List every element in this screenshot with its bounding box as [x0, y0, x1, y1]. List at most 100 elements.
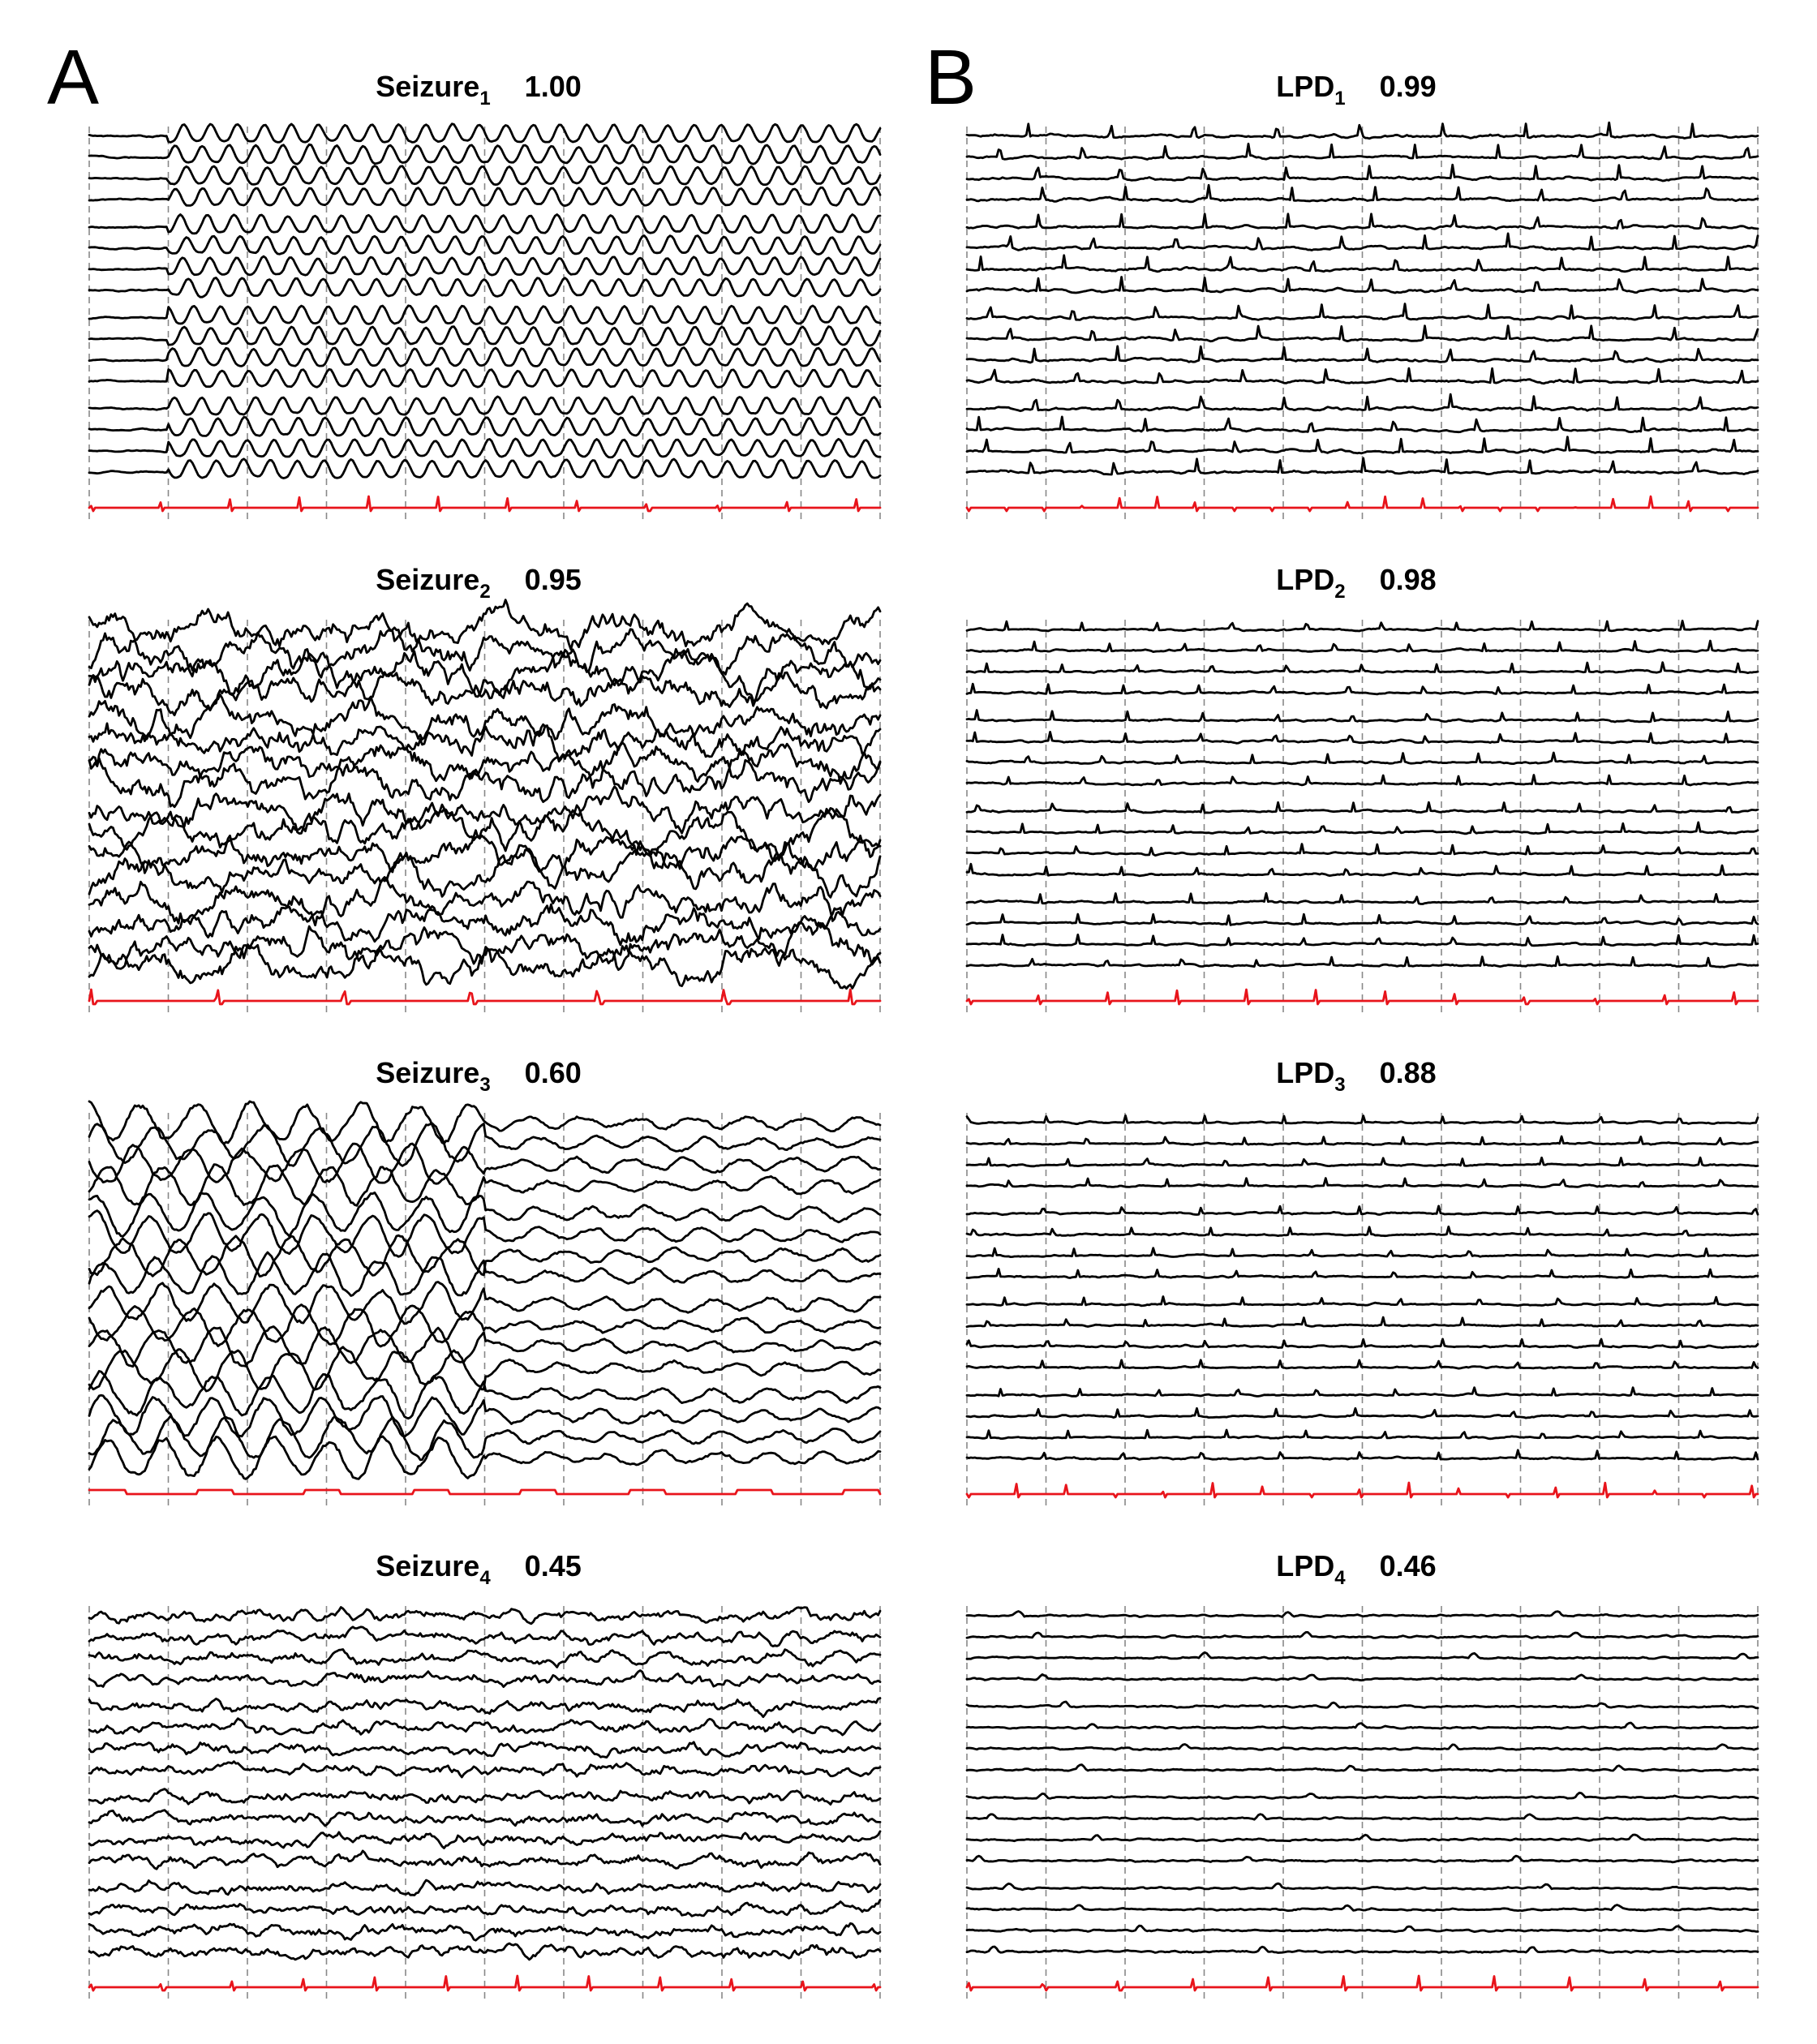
strip-score: 0.98: [1379, 563, 1437, 596]
eeg-channel-trace: [965, 1359, 1759, 1370]
eeg-channel-trace: [88, 1849, 882, 1870]
eeg-channel-trace: [965, 1177, 1759, 1188]
eeg-channel-trace: [88, 829, 882, 876]
eeg-channel-trace: [965, 1247, 1759, 1259]
eeg-channel-trace: [965, 1114, 1759, 1126]
eeg-channel-trace: [965, 1673, 1759, 1681]
eeg-channel-trace: [965, 709, 1759, 724]
eeg-channel-trace: [88, 1192, 882, 1238]
eeg-channel-trace: [965, 682, 1759, 696]
eeg-channel-trace: [965, 1791, 1759, 1800]
eeg-channel-trace: [88, 1788, 882, 1806]
strip-title: LPD4 0.46: [967, 1549, 1746, 1590]
eeg-channel-trace: [88, 304, 882, 326]
eeg-strip-lpd-1: [965, 121, 1759, 519]
eeg-channel-trace: [965, 1156, 1759, 1168]
eeg-channel-trace: [88, 1415, 882, 1462]
strip-title-text: Seizure: [376, 70, 480, 103]
eeg-channel-trace: [965, 1295, 1759, 1308]
panel-label-a: A: [47, 34, 100, 121]
eeg-channel-trace: [88, 1370, 882, 1420]
eeg-channel-trace: [88, 1669, 882, 1688]
eeg-channel-trace: [88, 1899, 882, 1917]
eeg-channel-trace: [965, 1316, 1759, 1329]
eeg-channel-trace: [965, 1743, 1759, 1751]
eeg-channel-trace: [965, 436, 1759, 455]
strip-title: LPD2 0.98: [967, 563, 1746, 603]
eeg-channel-trace: [965, 751, 1759, 766]
eeg-channel-trace: [965, 1428, 1759, 1441]
strip-title-text: LPD: [1276, 70, 1335, 103]
eeg-channel-trace: [965, 1268, 1759, 1279]
eeg-channel-trace: [88, 255, 882, 277]
eeg-channel-trace: [965, 163, 1759, 182]
eeg-channel-trace: [965, 774, 1759, 787]
eeg-strip-seizure-3: [88, 1100, 882, 1505]
strip-title: Seizure1 1.00: [89, 70, 868, 110]
eeg-channel-trace: [965, 213, 1759, 231]
eeg-channel-trace: [88, 143, 882, 165]
eeg-channel-trace: [965, 276, 1759, 294]
strip-title-text: Seizure: [376, 1549, 480, 1582]
eeg-channel-trace: [88, 876, 882, 927]
eeg-channel-trace: [965, 661, 1759, 675]
eeg-channel-trace: [88, 437, 882, 459]
eeg-channel-trace: [88, 741, 882, 789]
eeg-channel-trace: [88, 1648, 882, 1668]
eeg-channel-trace: [965, 891, 1759, 905]
eeg-channel-trace: [88, 416, 882, 437]
eeg-channel-trace: [88, 1209, 882, 1258]
ekg-trace: [88, 495, 882, 513]
eeg-channel-trace: [965, 457, 1759, 476]
eeg-channel-trace: [88, 785, 882, 835]
eeg-channel-trace: [88, 165, 882, 187]
eeg-channel-trace: [88, 1281, 882, 1325]
strip-title-subscript: 4: [479, 1567, 491, 1589]
eeg-strip-seizure-1: [88, 122, 882, 519]
eeg-channel-trace: [88, 1163, 882, 1207]
eeg-channel-trace: [965, 620, 1759, 633]
eeg-channel-trace: [965, 121, 1759, 140]
eeg-channel-trace: [88, 457, 882, 479]
ekg-trace: [88, 1974, 882, 1992]
strip-title: Seizure4 0.45: [89, 1549, 868, 1590]
eeg-channel-trace: [88, 395, 882, 416]
eeg-channel-trace: [88, 346, 882, 367]
eeg-channel-trace: [88, 756, 882, 809]
strip-score: 0.95: [524, 563, 582, 596]
eeg-channel-trace: [965, 731, 1759, 745]
eeg-channel-trace: [88, 1142, 882, 1185]
eeg-channel-trace: [965, 821, 1759, 835]
eeg-channel-trace: [88, 1760, 882, 1779]
eeg-channel-trace: [88, 1922, 882, 1942]
strip-score: 0.99: [1379, 70, 1437, 103]
strip-score: 0.46: [1379, 1549, 1437, 1582]
eeg-channel-trace: [88, 1122, 882, 1167]
eeg-channel-trace: [965, 254, 1759, 273]
eeg-channel-trace: [88, 213, 882, 235]
eeg-channel-trace: [965, 1338, 1759, 1350]
eeg-channel-trace: [965, 183, 1759, 204]
eeg-channel-trace: [88, 1393, 882, 1438]
eeg-channel-trace: [965, 1631, 1759, 1639]
eeg-channel-trace: [965, 1924, 1759, 1934]
strip-title-text: Seizure: [376, 563, 480, 596]
eeg-strip-lpd-4: [965, 1606, 1759, 1999]
eeg-channel-trace: [965, 1721, 1759, 1730]
eeg-channel-trace: [965, 955, 1759, 968]
strip-title-text: LPD: [1276, 1549, 1335, 1582]
eeg-channel-trace: [88, 671, 882, 717]
eeg-channel-trace: [965, 1386, 1759, 1398]
eeg-strip-lpd-2: [965, 620, 1759, 1012]
eeg-channel-trace: [88, 1741, 882, 1758]
eeg-channel-trace: [88, 1325, 882, 1368]
eeg-channel-trace: [965, 1135, 1759, 1147]
eeg-channel-trace: [965, 345, 1759, 364]
eeg-channel-trace: [965, 1813, 1759, 1821]
strip-title-subscript: 1: [1334, 88, 1346, 110]
strip-title-subscript: 1: [479, 88, 491, 110]
eeg-channel-trace: [965, 232, 1759, 251]
ekg-trace: [88, 1488, 882, 1496]
eeg-channel-trace: [88, 367, 882, 389]
eeg-channel-trace: [88, 1625, 882, 1647]
